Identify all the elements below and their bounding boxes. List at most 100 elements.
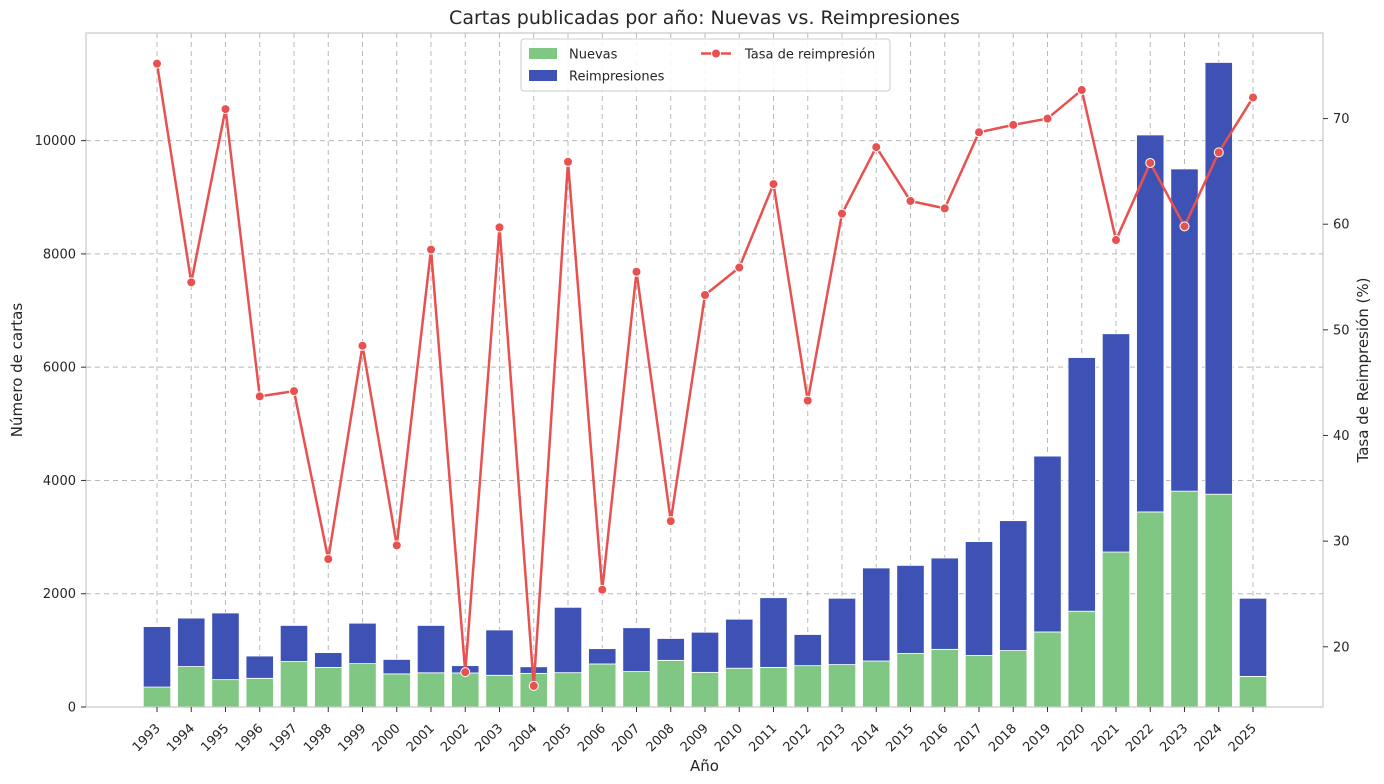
rate-point-2001: [426, 244, 436, 255]
rate-point-2020: [1076, 85, 1087, 96]
bar-nuevas-2010: [725, 667, 754, 708]
bar-nuevas-1994: [177, 666, 206, 708]
x-tick-label: 1994: [164, 721, 198, 755]
x-tick-label: 2017: [952, 721, 986, 755]
bar-nuevas-2024: [1204, 493, 1233, 708]
bar-reimpresiones-2015: [896, 565, 925, 654]
bar-nuevas-1993: [142, 686, 172, 708]
bar-nuevas-2014: [862, 660, 891, 708]
x-tick-label: 2006: [575, 721, 609, 755]
bar-reimpresiones-2005: [553, 606, 583, 674]
legend-swatch-reimpresiones: [529, 70, 557, 81]
rate-point-2021: [1111, 235, 1121, 246]
rate-point-2025: [1248, 92, 1258, 103]
bar-nuevas-2011: [759, 667, 788, 708]
bar-nuevas-2017: [964, 655, 994, 708]
bar-reimpresiones-2024: [1204, 62, 1233, 495]
y-tick-label: 6000: [43, 361, 76, 376]
chart-title: Cartas publicadas por año: Nuevas vs. Re…: [449, 7, 960, 29]
rate-point-2023: [1179, 221, 1190, 232]
rate-point-2008: [665, 516, 676, 527]
y2-tick-label: 70: [1333, 112, 1350, 127]
x-tick-label: 1999: [335, 721, 369, 755]
y2-tick-label: 60: [1333, 218, 1350, 233]
bar-reimpresiones-2001: [416, 625, 446, 674]
x-tick-label: 2015: [883, 721, 917, 755]
x-tick-label: 2021: [1089, 721, 1123, 755]
rate-point-2000: [391, 540, 402, 551]
rate-point-2006: [597, 584, 608, 595]
rate-point-2004: [528, 680, 539, 691]
rate-point-2019: [1042, 113, 1053, 124]
x-tick-label: 2022: [1123, 721, 1157, 755]
bar-nuevas-2008: [656, 659, 685, 708]
bar-nuevas-2000: [382, 673, 411, 708]
legend-swatch-rate-marker: [711, 48, 721, 59]
y-tick-label: 4000: [43, 474, 76, 489]
bar-reimpresiones-2000: [382, 659, 411, 675]
x-tick-label: 2023: [1157, 721, 1191, 755]
rate-point-2007: [631, 266, 642, 277]
y2-tick-label: 20: [1333, 640, 1350, 655]
bar-nuevas-2001: [416, 672, 446, 708]
x-axis-label: Año: [690, 757, 719, 775]
bar-nuevas-2022: [1136, 511, 1165, 708]
x-tick-label: 1993: [130, 721, 164, 755]
bar-nuevas-2003: [485, 674, 514, 708]
bar-reimpresiones-1999: [348, 622, 377, 665]
bar-nuevas-2013: [827, 664, 857, 708]
x-tick-label: 1997: [267, 721, 301, 755]
bar-nuevas-2019: [1033, 631, 1062, 708]
x-tick-label: 2020: [1055, 721, 1089, 755]
bar-nuevas-2020: [1067, 610, 1096, 708]
bar-nuevas-2018: [999, 650, 1028, 708]
bar-reimpresiones-2023: [1170, 168, 1199, 492]
rate-point-2012: [802, 395, 813, 406]
bar-nuevas-2015: [896, 653, 925, 708]
bar-nuevas-2021: [1101, 551, 1131, 708]
bar-reimpresiones-2012: [793, 634, 822, 667]
bar-reimpresiones-1997: [279, 625, 309, 662]
bar-reimpresiones-2022: [1136, 134, 1165, 513]
y2-tick-label: 50: [1333, 323, 1350, 338]
rate-point-1994: [186, 277, 197, 288]
y-tick-label: 0: [68, 701, 76, 716]
rate-point-2017: [974, 127, 984, 138]
rate-point-2002: [460, 667, 471, 678]
rate-point-2009: [700, 289, 710, 300]
rate-point-1998: [323, 554, 334, 565]
legend-label-reimpresiones: Reimpresiones: [569, 70, 665, 85]
legend-label-rate: Tasa de reimpresión: [744, 48, 875, 63]
bar-nuevas-1995: [211, 679, 240, 708]
y-tick-label: 10000: [35, 134, 76, 149]
bar-reimpresiones-2014: [862, 567, 891, 662]
rate-point-2014: [871, 142, 882, 153]
x-tick-label: 2014: [849, 721, 883, 755]
rate-point-2005: [563, 156, 573, 167]
bar-reimpresiones-2025: [1238, 597, 1268, 677]
y2-tick-label: 30: [1333, 535, 1350, 550]
x-tick-label: 2024: [1192, 721, 1226, 755]
bar-nuevas-2025: [1238, 676, 1268, 708]
x-tick-label: 2005: [541, 721, 575, 755]
bar-reimpresiones-1993: [142, 626, 172, 688]
x-tick-label: 2008: [644, 721, 678, 755]
x-tick-label: 2016: [918, 721, 952, 755]
x-tick-label: 1996: [233, 721, 267, 755]
x-tick-label: 2004: [507, 721, 541, 755]
x-tick-label: 2003: [472, 721, 506, 755]
legend-label-nuevas: Nuevas: [569, 48, 618, 63]
bar-nuevas-2023: [1170, 490, 1199, 708]
x-tick-label: 2001: [404, 721, 438, 755]
x-tick-label: 2018: [986, 721, 1020, 755]
x-tick-label: 2010: [712, 721, 746, 755]
bar-nuevas-2009: [690, 671, 720, 708]
y2-tick-label: 40: [1333, 429, 1350, 444]
bar-reimpresiones-2008: [656, 638, 685, 661]
bar-reimpresiones-2006: [588, 648, 617, 665]
bar-reimpresiones-1996: [245, 655, 274, 679]
rate-point-2011: [768, 179, 779, 190]
x-tick-label: 2002: [438, 721, 472, 755]
bar-nuevas-1996: [245, 677, 274, 708]
